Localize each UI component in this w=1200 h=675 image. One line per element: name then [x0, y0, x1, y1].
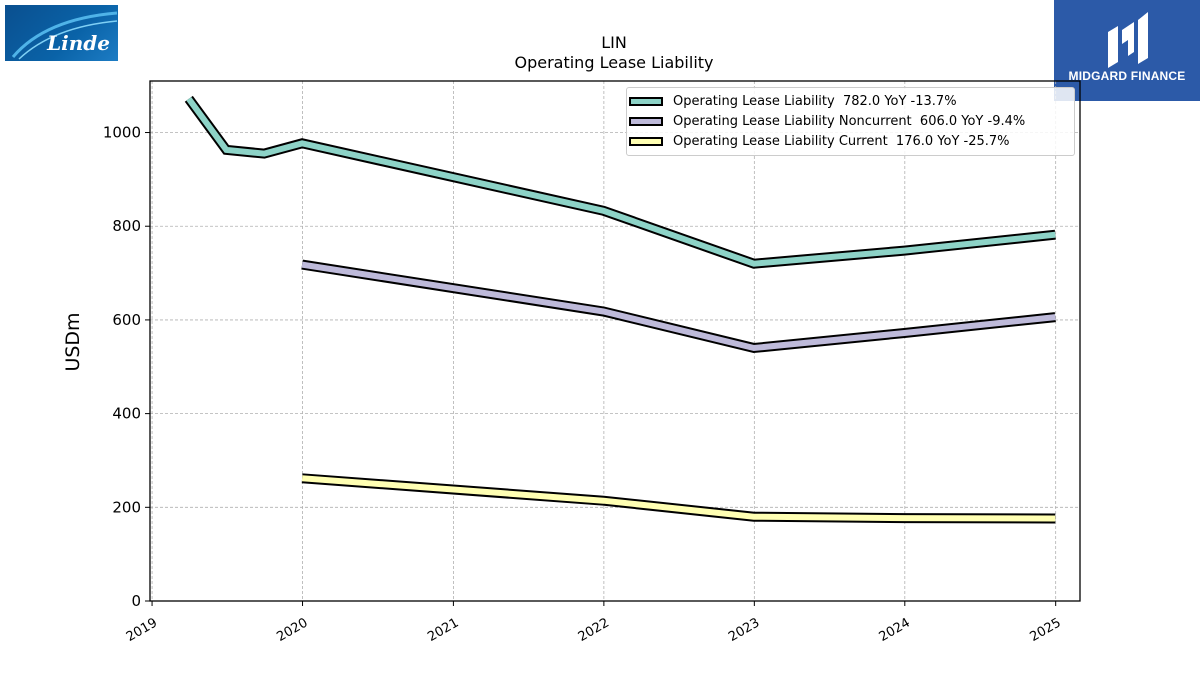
legend-item-current: Operating Lease Liability Current 176.0 … — [627, 131, 1010, 151]
legend-label-current: Operating Lease Liability Current 176.0 … — [673, 133, 1010, 149]
legend-swatch-total — [629, 96, 663, 106]
publisher-logo: MIDGARD FINANCE — [1054, 0, 1200, 101]
y-tick-label: 800 — [112, 217, 141, 235]
series-outline-1 — [301, 259, 1056, 354]
x-tick-label: 2020 — [274, 615, 310, 645]
series-line-2 — [301, 475, 1056, 522]
x-tick-label: 2019 — [124, 615, 160, 645]
x-tick-label: 2024 — [877, 615, 913, 645]
legend-label-total: Operating Lease Liability 782.0 YoY -13.… — [673, 93, 957, 109]
x-tick-label: 2022 — [576, 615, 612, 645]
chart-subtitle: Operating Lease Liability — [514, 53, 714, 72]
legend-item-total: Operating Lease Liability 782.0 YoY -13.… — [627, 91, 957, 111]
legend-label-noncurrent: Operating Lease Liability Noncurrent 606… — [673, 113, 1026, 129]
series-layer — [184, 95, 1056, 524]
y-tick-label: 1000 — [103, 124, 141, 142]
x-tick-label: 2021 — [425, 615, 461, 645]
chart-legend: Operating Lease Liability 782.0 YoY -13.… — [626, 87, 1075, 156]
company-logo-text: Linde — [47, 31, 110, 55]
chart-title: LIN — [601, 33, 627, 52]
y-tick-label: 0 — [131, 592, 141, 610]
legend-item-noncurrent: Operating Lease Liability Noncurrent 606… — [627, 111, 1025, 131]
series-line-0 — [186, 97, 1056, 267]
y-tick-label: 400 — [112, 405, 141, 423]
series-line-1 — [301, 261, 1056, 352]
x-tick-label: 2023 — [726, 615, 762, 645]
y-tick-label: 200 — [112, 498, 141, 516]
legend-swatch-current — [629, 136, 663, 146]
company-logo: Linde — [5, 5, 118, 61]
legend-swatch-noncurrent — [629, 116, 663, 126]
y-tick-label: 600 — [112, 311, 141, 329]
plot-frame — [149, 80, 1081, 602]
x-tick-label: 2025 — [1028, 615, 1064, 645]
publisher-logo-text: MIDGARD FINANCE — [1068, 69, 1186, 83]
